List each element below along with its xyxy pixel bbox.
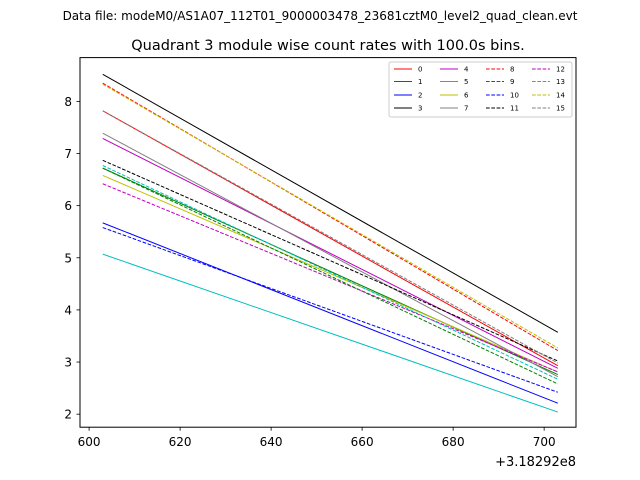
plot-lines bbox=[102, 73, 559, 413]
series-line-5 bbox=[102, 253, 558, 413]
legend-label-9: 9 bbox=[510, 78, 514, 86]
series-line-12 bbox=[102, 183, 558, 373]
chart-title: Quadrant 3 module wise count rates with … bbox=[131, 38, 525, 54]
legend-label-14: 14 bbox=[556, 92, 565, 100]
series-line-9 bbox=[102, 167, 559, 385]
legend-label-7: 7 bbox=[464, 105, 468, 113]
x-tick-label: 620 bbox=[169, 435, 192, 449]
y-tick-label: 2 bbox=[64, 408, 72, 422]
series-line-13 bbox=[102, 165, 559, 380]
legend-label-6: 6 bbox=[464, 92, 469, 100]
legend-label-12: 12 bbox=[556, 66, 565, 74]
x-offset-label: +3.18292e8 bbox=[495, 455, 576, 470]
data-file-header: Data file: modeM0/AS1A07_112T01_90000034… bbox=[63, 9, 578, 23]
series-line-10 bbox=[102, 227, 558, 393]
y-tick-label: 3 bbox=[64, 356, 72, 370]
x-axis-ticks: 600 620 640 660 680 700 bbox=[78, 427, 556, 449]
series-line-1 bbox=[102, 167, 559, 376]
series-line-3 bbox=[102, 73, 559, 333]
legend-label-13: 13 bbox=[556, 78, 565, 86]
series-line-2 bbox=[102, 222, 558, 404]
legend-label-2: 2 bbox=[418, 92, 422, 100]
legend-label-1: 1 bbox=[418, 78, 422, 86]
y-axis-ticks: 2 3 4 5 6 7 8 bbox=[64, 95, 80, 422]
series-line-14 bbox=[102, 83, 559, 349]
legend-frame bbox=[388, 61, 573, 118]
y-tick-label: 6 bbox=[64, 199, 72, 213]
y-tick-label: 4 bbox=[64, 303, 72, 317]
legend-label-3: 3 bbox=[418, 105, 422, 113]
y-tick-label: 7 bbox=[64, 147, 72, 161]
x-tick-label: 640 bbox=[260, 435, 283, 449]
legend-label-4: 4 bbox=[464, 66, 469, 74]
series-line-11 bbox=[102, 159, 559, 362]
series-line-0 bbox=[102, 110, 559, 367]
series-line-7 bbox=[102, 132, 559, 378]
legend-label-5: 5 bbox=[464, 78, 468, 86]
plot-frame bbox=[79, 57, 577, 428]
x-tick-label: 660 bbox=[351, 435, 374, 449]
series-line-8 bbox=[102, 82, 559, 352]
legend-label-0: 0 bbox=[418, 66, 422, 74]
y-tick-label: 8 bbox=[64, 95, 72, 109]
legend-label-11: 11 bbox=[510, 105, 519, 113]
x-tick-label: 680 bbox=[442, 435, 465, 449]
x-tick-label: 700 bbox=[533, 435, 556, 449]
x-tick-label: 600 bbox=[78, 435, 101, 449]
y-tick-label: 5 bbox=[64, 251, 72, 265]
series-line-15 bbox=[102, 110, 559, 364]
legend-label-8: 8 bbox=[510, 66, 514, 74]
series-line-4 bbox=[102, 137, 559, 369]
legend-label-10: 10 bbox=[510, 92, 519, 100]
legend-label-15: 15 bbox=[556, 105, 565, 113]
series-line-6 bbox=[102, 174, 558, 373]
